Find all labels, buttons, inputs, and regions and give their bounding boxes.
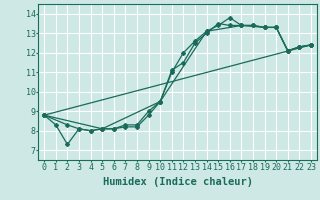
X-axis label: Humidex (Indice chaleur): Humidex (Indice chaleur) — [103, 177, 252, 187]
